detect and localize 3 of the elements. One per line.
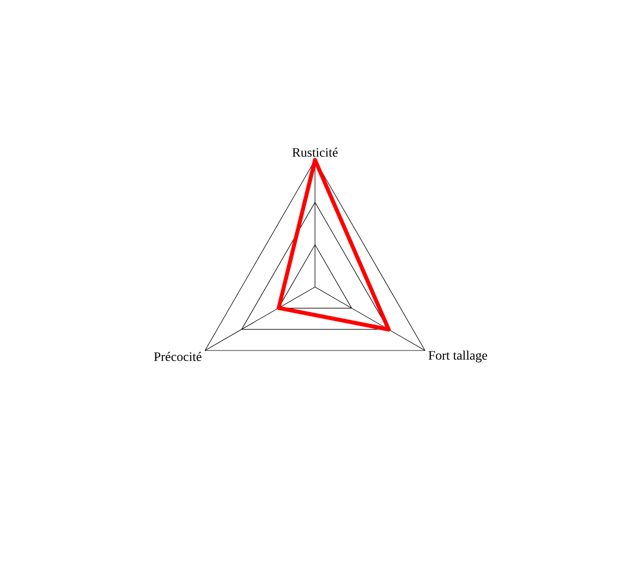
- spoke-label: Fort tallage: [428, 350, 488, 362]
- spoke-label: Précocité: [154, 352, 202, 362]
- spoke-label: Rusticité: [292, 148, 338, 157]
